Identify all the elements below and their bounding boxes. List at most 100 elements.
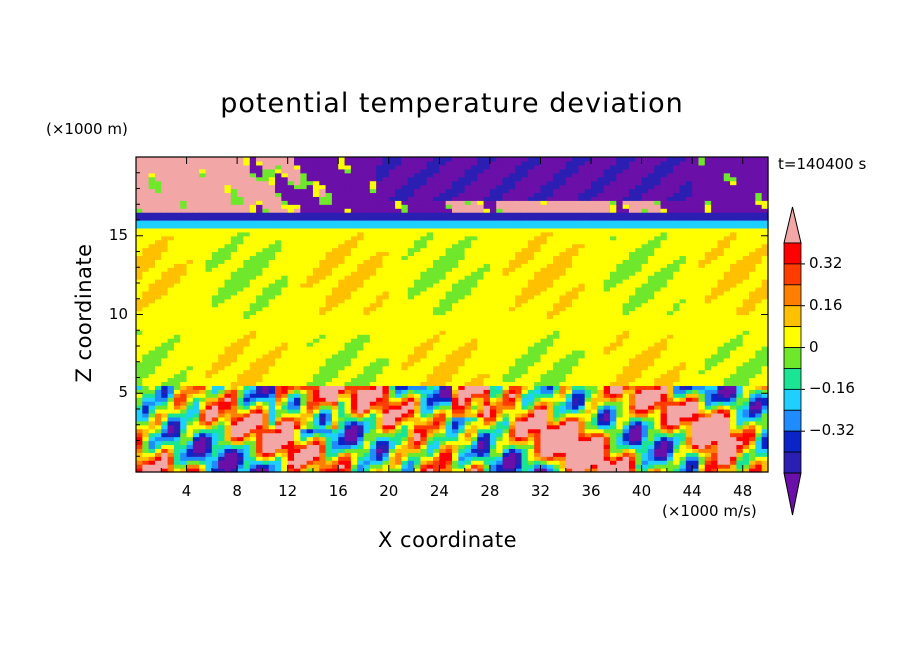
heatmap-cell [445, 318, 453, 323]
heatmap-cell [300, 196, 308, 201]
heatmap-cell [154, 436, 162, 442]
heatmap-cell [136, 373, 143, 379]
heatmap-cell [433, 314, 440, 320]
heatmap-cell [211, 349, 219, 355]
heatmap-cell [325, 440, 333, 446]
heatmap-cell [211, 353, 219, 359]
heatmap-cell [357, 200, 365, 205]
heatmap-cell [521, 164, 529, 170]
heatmap-cell [502, 286, 510, 292]
heatmap-cell [458, 223, 466, 229]
heatmap-cell [136, 231, 143, 237]
heatmap-cell [186, 259, 194, 264]
heatmap-cell [401, 223, 409, 229]
heatmap-cell [420, 208, 428, 213]
heatmap-cell [452, 247, 459, 253]
heatmap-cell [445, 377, 453, 383]
heatmap-cell [319, 330, 327, 335]
heatmap-cell [268, 306, 276, 312]
heatmap-cell [515, 283, 523, 288]
heatmap-cell [281, 401, 289, 406]
heatmap-cell [142, 326, 150, 331]
heatmap-cell [230, 393, 238, 398]
heatmap-cell [376, 361, 384, 367]
heatmap-cell [369, 361, 377, 367]
heatmap-cell [382, 389, 390, 394]
heatmap-cell [306, 424, 314, 430]
heatmap-cell [338, 444, 346, 449]
heatmap-cell [388, 342, 396, 347]
heatmap-cell [470, 357, 478, 363]
heatmap-cell [161, 231, 169, 237]
heatmap-cell [515, 275, 523, 280]
heatmap-cell [142, 220, 150, 225]
heatmap-cell [275, 157, 282, 162]
heatmap-cell [433, 342, 440, 347]
heatmap-cell [382, 302, 390, 308]
heatmap-cell [294, 290, 301, 296]
heatmap-cell [515, 448, 523, 453]
heatmap-cell [407, 361, 415, 367]
heatmap-cell [199, 342, 207, 347]
heatmap-cell [224, 271, 232, 276]
heatmap-cell [426, 216, 434, 221]
heatmap-cell [230, 310, 238, 316]
heatmap-cell [388, 283, 396, 288]
heatmap-cell [211, 263, 219, 268]
heatmap-cell [192, 416, 200, 422]
heatmap-cell [331, 373, 339, 379]
heatmap-cell [136, 255, 143, 260]
heatmap-cell [407, 168, 415, 174]
heatmap-cell [395, 157, 403, 162]
heatmap-cell [515, 365, 523, 371]
heatmap-cell [262, 412, 270, 418]
heatmap-cell [167, 401, 175, 406]
heatmap-cell [136, 251, 143, 257]
heatmap-cell [464, 251, 472, 257]
heatmap-cell [173, 452, 181, 457]
heatmap-cell [173, 290, 181, 296]
heatmap-cell [439, 239, 447, 245]
heatmap-cell [243, 160, 251, 166]
heatmap-cell [414, 168, 421, 174]
heatmap-cell [388, 157, 396, 162]
heatmap-cell [521, 208, 529, 213]
heatmap-cell [325, 397, 333, 402]
heatmap-cell [136, 294, 143, 300]
heatmap-cell [464, 255, 472, 260]
heatmap-cell [433, 204, 440, 209]
heatmap-cell [407, 192, 415, 197]
heatmap-cell [237, 220, 245, 225]
heatmap-cell [344, 220, 352, 225]
heatmap-cell [148, 220, 156, 225]
heatmap-cell [230, 212, 238, 217]
heatmap-cell [142, 322, 150, 327]
heatmap-cell [395, 160, 403, 166]
heatmap-cell [154, 251, 162, 257]
heatmap-cell [395, 389, 403, 394]
heatmap-cell [230, 373, 238, 379]
heatmap-cell [382, 306, 390, 312]
heatmap-cell [426, 310, 434, 316]
heatmap-cell [414, 267, 421, 272]
heatmap-cell [262, 460, 270, 465]
heatmap-cell [502, 440, 510, 446]
heatmap-cell [154, 393, 162, 398]
heatmap-cell [489, 334, 497, 339]
heatmap-cell [211, 231, 219, 237]
x-axis-unit: (×1000 m/s) [662, 502, 757, 520]
heatmap-cell [452, 279, 459, 284]
heatmap-cell [395, 223, 403, 229]
heatmap-cell [331, 385, 339, 390]
heatmap-cell [458, 444, 466, 449]
heatmap-cell [180, 263, 188, 268]
heatmap-cell [502, 208, 510, 213]
heatmap-cell [502, 283, 510, 288]
heatmap-cell [325, 314, 333, 320]
heatmap-cell [281, 377, 289, 383]
heatmap-cell [230, 275, 238, 280]
heatmap-cell [458, 349, 466, 355]
heatmap-cell [312, 448, 320, 453]
heatmap-cell [325, 416, 333, 422]
heatmap-cell [414, 176, 421, 182]
